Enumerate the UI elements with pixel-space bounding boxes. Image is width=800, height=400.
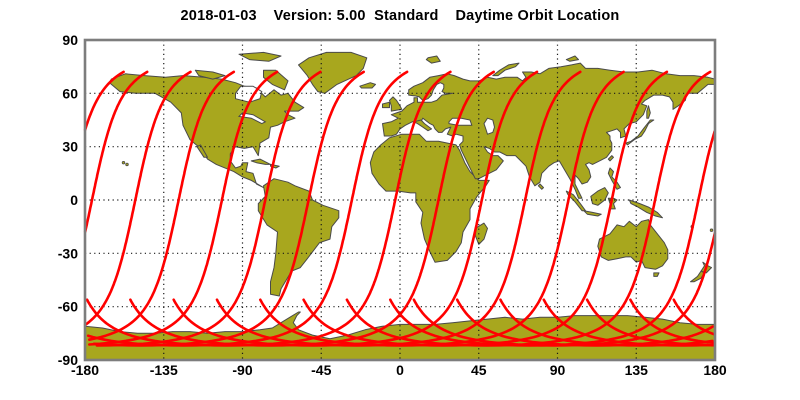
land-polygon xyxy=(653,272,660,277)
x-axis-tick-label: -90 xyxy=(232,362,252,378)
land-polygon xyxy=(382,101,390,109)
orbit-track xyxy=(215,70,582,347)
plot-border xyxy=(83,38,717,362)
x-axis-tick-label: -180 xyxy=(71,362,99,378)
orbit-track xyxy=(95,70,716,347)
land-polygon xyxy=(590,187,609,206)
orbit-track xyxy=(172,70,539,347)
orbit-track xyxy=(302,70,669,347)
land-polygon xyxy=(583,210,602,217)
small-island xyxy=(709,228,714,232)
orbit-track xyxy=(88,70,710,347)
land-polygon xyxy=(389,96,403,112)
lake-polygon xyxy=(448,117,473,126)
land-polygon xyxy=(413,119,432,132)
small-island xyxy=(125,162,129,167)
y-axis-tick-label: -60 xyxy=(58,299,78,315)
y-axis-tick-label: -90 xyxy=(58,352,78,368)
land-polygon xyxy=(425,55,441,64)
land-polygon xyxy=(607,155,614,162)
x-axis-tick-label: -45 xyxy=(311,362,331,378)
land-polygon xyxy=(537,183,544,190)
land-polygon xyxy=(628,199,663,219)
orbit-track xyxy=(83,70,716,347)
land-polygon xyxy=(597,219,669,270)
land-polygon xyxy=(196,144,208,158)
orbit-track xyxy=(83,70,717,347)
x-axis-tick-label: 135 xyxy=(625,362,649,378)
orbit-track xyxy=(345,70,712,347)
land-polygon xyxy=(250,158,271,165)
y-axis-tick-label: 0 xyxy=(70,192,78,208)
orbit-track xyxy=(259,70,625,347)
land-polygon xyxy=(194,69,226,80)
lake-polygon xyxy=(483,117,496,135)
y-axis-tick-label: 90 xyxy=(62,32,78,48)
y-axis-tick-label: 60 xyxy=(62,85,78,101)
x-axis-tick-label: 45 xyxy=(471,362,487,378)
plot-title: 2018-01-03 Version: 5.00 Standard Daytim… xyxy=(180,8,620,24)
land-polygon xyxy=(369,133,490,263)
land-polygon xyxy=(359,82,376,89)
lake-polygon xyxy=(237,112,267,125)
small-island xyxy=(121,160,126,165)
orbit-track xyxy=(86,70,716,347)
land-polygon xyxy=(625,119,655,146)
x-axis-tick-label: 180 xyxy=(703,362,727,378)
land-polygon xyxy=(607,167,621,190)
x-axis-tick-label: -135 xyxy=(150,362,178,378)
land-polygon xyxy=(238,51,282,62)
land-polygon xyxy=(492,62,520,77)
x-axis-tick-label: 0 xyxy=(396,362,404,378)
land-polygon xyxy=(646,105,651,119)
orbit-track xyxy=(85,70,452,347)
orbit-track xyxy=(129,70,495,347)
x-axis-tick-label: 90 xyxy=(550,362,566,378)
y-axis-tick-label: -30 xyxy=(58,245,78,261)
land-polygon xyxy=(565,55,579,62)
y-axis-tick-label: 30 xyxy=(62,139,78,155)
land-polygon xyxy=(263,69,289,91)
